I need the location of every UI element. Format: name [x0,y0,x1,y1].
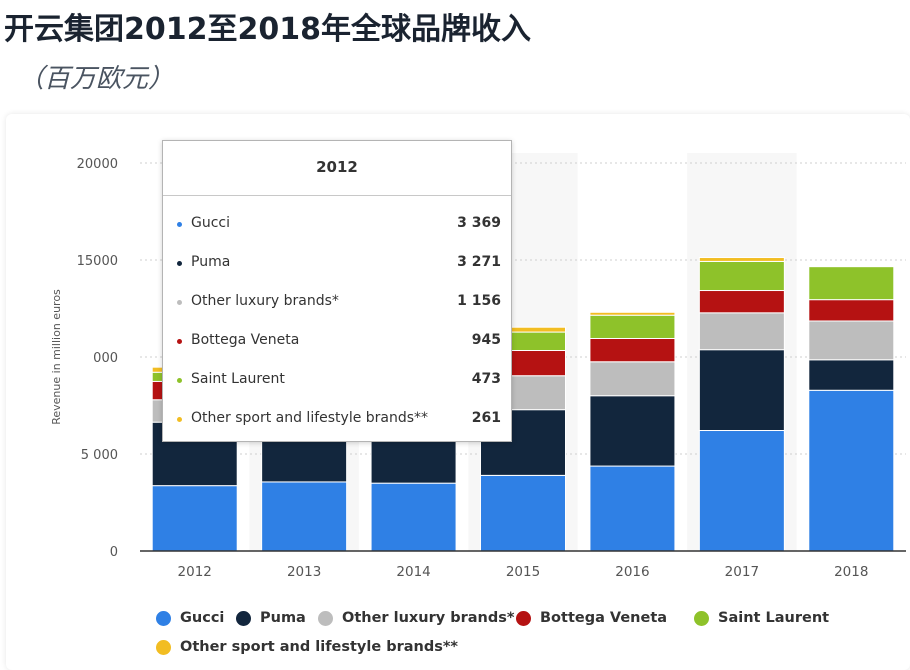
bullet-icon [177,378,182,383]
x-tick-label: 2017 [725,564,759,580]
bullet-icon [177,300,182,305]
bar-segment [151,485,238,552]
legend-dot-icon [156,611,171,626]
tooltip-row-name: Gucci [191,215,231,231]
bar-segment [261,481,348,552]
y-tick-label: 15000 [77,254,118,269]
x-tick-label: 2015 [506,564,540,580]
x-tick-label: 2014 [396,564,430,580]
bullet-icon [177,417,182,422]
tooltip-row-name: Bottega Veneta [191,332,300,348]
bar-segment [808,299,895,322]
y-tick-label: 5 000 [81,448,118,463]
y-tick-label: 0 [110,545,118,560]
legend-dot-icon [236,611,251,626]
legend-dot-icon [516,611,531,626]
tooltip-row-value: 3 271 [457,254,501,270]
legend-dot-icon [156,640,171,655]
tooltip-row: Saint Laurent 473 [163,367,511,395]
bar-segment [698,349,785,432]
x-tick-label: 2018 [834,564,868,580]
tooltip-row-value: 261 [471,410,501,426]
bar-segment [370,482,457,552]
tooltip-row: Gucci 3 369 [163,211,511,239]
bar-segment [698,260,785,292]
bullet-icon [177,339,182,344]
bar-segment [698,257,785,262]
bar-segment [589,311,676,316]
tooltip-row-value: 945 [471,332,501,348]
tooltip-row-name: Puma [191,254,231,270]
tooltip-row-value: 473 [471,371,501,387]
x-tick-label: 2013 [287,564,321,580]
tooltip-row: Bottega Veneta 945 [163,328,511,356]
tooltip-row: Other sport and lifestyle brands** 261 [163,406,511,434]
bar-segment [698,312,785,351]
tooltip-title: 2012 [163,141,511,196]
bar-segment [808,389,895,552]
bar-segment [589,337,676,363]
bar-segment [808,320,895,361]
tooltip-row-value: 3 369 [457,215,501,231]
y-tick-label: 20000 [77,157,118,172]
bullet-icon [177,222,182,227]
tooltip-row-name: Other luxury brands* [191,293,339,309]
y-tick-label: 000 [93,351,118,366]
page-subtitle: （百万欧元） [18,64,175,94]
x-tick-label: 2012 [178,564,212,580]
legend-label: Bottega Veneta [540,610,668,626]
bar-segment [589,314,676,339]
bar-segment [698,290,785,314]
tooltip-row-name: Other sport and lifestyle brands** [191,410,429,426]
bar-segment [589,361,676,397]
tooltip-row-value: 1 156 [457,293,501,309]
bar-segment [589,395,676,467]
bullet-icon [177,261,182,266]
bar-segment [808,359,895,391]
tooltip-row: Puma 3 271 [163,250,511,278]
legend-dot-icon [694,611,709,626]
legend-dot-icon [318,611,333,626]
tooltip-row-name: Saint Laurent [191,371,285,387]
x-tick-label: 2016 [615,564,649,580]
legend-label: Gucci [180,610,225,626]
page-title: 开云集团2012至2018年全球品牌收入 [4,12,531,47]
legend-label: Other sport and lifestyle brands** [180,639,459,655]
tooltip: 2012 Gucci 3 369 Puma 3 271 Other luxury bra… [162,140,512,442]
bar-segment [589,465,676,552]
bar-segment [698,430,785,552]
legend-label: Saint Laurent [718,610,830,626]
legend-label: Puma [260,610,306,626]
y-axis-label: Revenue in million euros [50,289,63,425]
tooltip-row: Other luxury brands* 1 156 [163,289,511,317]
legend-label: Other luxury brands* [342,610,515,626]
bar-segment [808,266,895,301]
bar-segment [480,474,566,552]
